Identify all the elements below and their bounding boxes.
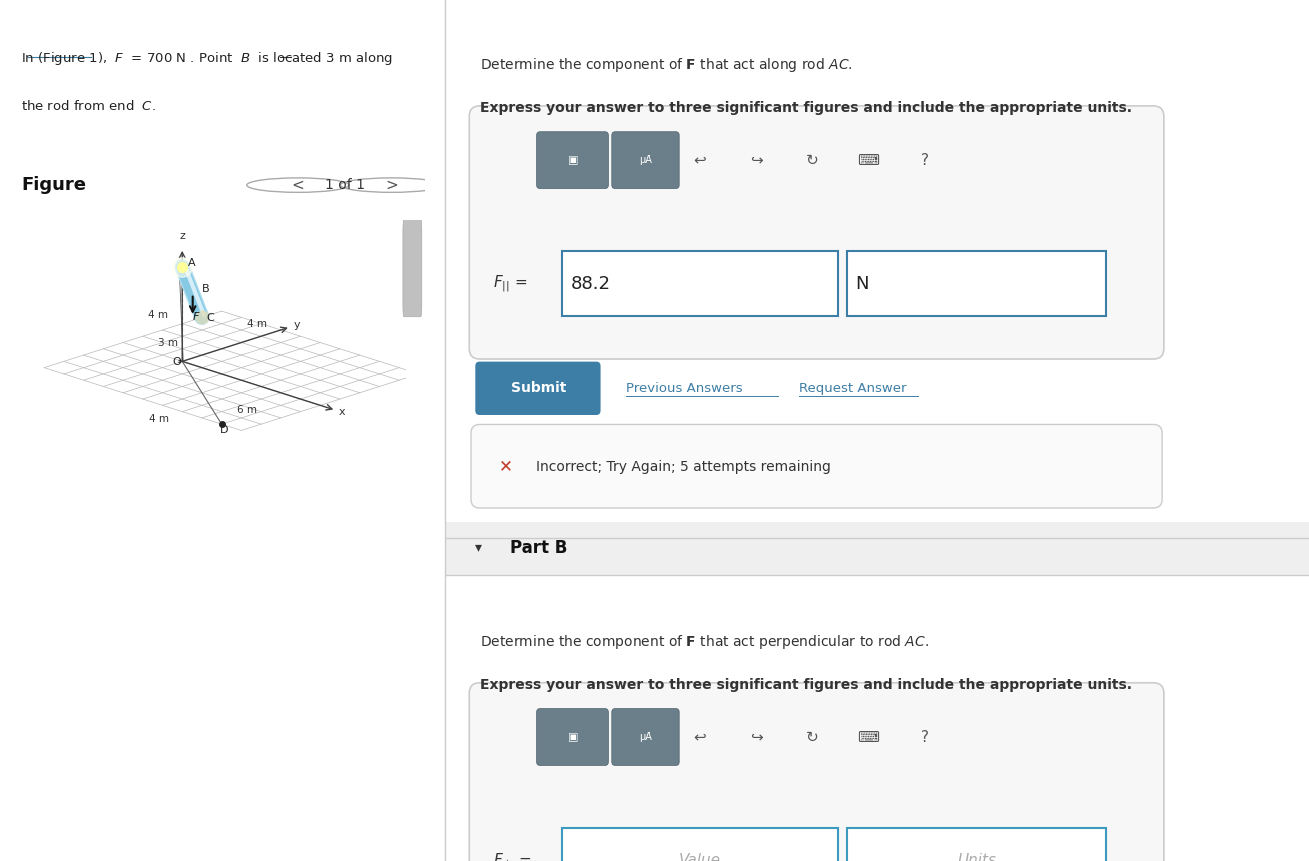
- Text: ↪: ↪: [750, 152, 762, 168]
- Text: Incorrect; Try Again; 5 attempts remaining: Incorrect; Try Again; 5 attempts remaini…: [535, 460, 831, 474]
- Text: $F_{\perp}$ =: $F_{\perp}$ =: [492, 852, 531, 861]
- FancyBboxPatch shape: [847, 251, 1106, 316]
- Text: 6 m: 6 m: [237, 406, 257, 415]
- FancyBboxPatch shape: [475, 362, 601, 415]
- Text: >: >: [385, 177, 398, 193]
- FancyBboxPatch shape: [562, 828, 838, 861]
- Text: 4 m: 4 m: [148, 414, 169, 424]
- Text: Part B: Part B: [511, 539, 567, 556]
- Text: Determine the component of $\mathbf{F}$ that act along rod $\mathit{AC}$.: Determine the component of $\mathbf{F}$ …: [479, 56, 852, 74]
- Text: ↻: ↻: [806, 152, 818, 168]
- Text: <: <: [292, 177, 304, 193]
- Text: Express your answer to three significant figures and include the appropriate uni: Express your answer to three significant…: [479, 101, 1131, 115]
- FancyBboxPatch shape: [537, 709, 609, 765]
- Text: ✕: ✕: [499, 458, 512, 475]
- Text: N: N: [856, 275, 869, 293]
- FancyBboxPatch shape: [403, 220, 421, 317]
- Text: ↪: ↪: [750, 729, 762, 745]
- Text: C: C: [207, 313, 215, 324]
- FancyBboxPatch shape: [537, 132, 609, 189]
- Text: y: y: [293, 320, 300, 330]
- Text: Submit: Submit: [511, 381, 565, 395]
- Text: x: x: [339, 407, 346, 418]
- FancyBboxPatch shape: [562, 251, 838, 316]
- FancyBboxPatch shape: [469, 106, 1164, 359]
- Text: A: A: [188, 257, 196, 268]
- Text: μȦ: μȦ: [639, 732, 652, 742]
- Text: $\mathit{F}$: $\mathit{F}$: [191, 310, 200, 322]
- Text: the rod from end  $\mathit{C}$.: the rod from end $\mathit{C}$.: [21, 99, 156, 114]
- Text: O: O: [173, 356, 181, 367]
- Text: z: z: [179, 231, 185, 240]
- FancyBboxPatch shape: [611, 132, 679, 189]
- Text: ↩: ↩: [694, 152, 707, 168]
- Text: D: D: [220, 425, 228, 436]
- FancyBboxPatch shape: [445, 522, 1309, 575]
- Text: ▣: ▣: [568, 732, 579, 742]
- FancyBboxPatch shape: [847, 828, 1106, 861]
- Text: ↻: ↻: [806, 729, 818, 745]
- Text: μȦ: μȦ: [639, 155, 652, 165]
- Text: ?: ?: [920, 152, 928, 168]
- Text: $F_{||}$ =: $F_{||}$ =: [492, 273, 528, 294]
- Text: 1 of 1: 1 of 1: [325, 178, 365, 192]
- Text: ▾: ▾: [475, 541, 482, 554]
- Text: 88.2: 88.2: [571, 275, 610, 293]
- Text: ⌨: ⌨: [857, 152, 880, 168]
- Text: ⌨: ⌨: [857, 729, 880, 745]
- Text: Request Answer: Request Answer: [800, 381, 907, 395]
- Text: 4 m: 4 m: [148, 310, 168, 319]
- Text: ▣: ▣: [568, 155, 579, 165]
- Text: 3 m: 3 m: [158, 338, 178, 348]
- Text: Determine the component of $\mathbf{F}$ that act perpendicular to rod $\mathit{A: Determine the component of $\mathbf{F}$ …: [479, 633, 928, 651]
- Text: Units: Units: [957, 853, 996, 861]
- Text: Express your answer to three significant figures and include the appropriate uni: Express your answer to three significant…: [479, 678, 1131, 691]
- Text: Figure: Figure: [21, 177, 86, 194]
- Text: ↩: ↩: [694, 729, 707, 745]
- Text: In (Figure 1),  $\mathit{F}$  = 700 N . Point  $\mathit{B}$  is located 3 m alon: In (Figure 1), $\mathit{F}$ = 700 N . Po…: [21, 50, 393, 66]
- Text: ?: ?: [920, 729, 928, 745]
- Text: 4 m: 4 m: [247, 319, 267, 329]
- FancyBboxPatch shape: [611, 709, 679, 765]
- FancyBboxPatch shape: [469, 683, 1164, 861]
- FancyBboxPatch shape: [471, 424, 1162, 508]
- Text: Value: Value: [679, 853, 721, 861]
- Text: Previous Answers: Previous Answers: [627, 381, 744, 395]
- Text: B: B: [202, 283, 209, 294]
